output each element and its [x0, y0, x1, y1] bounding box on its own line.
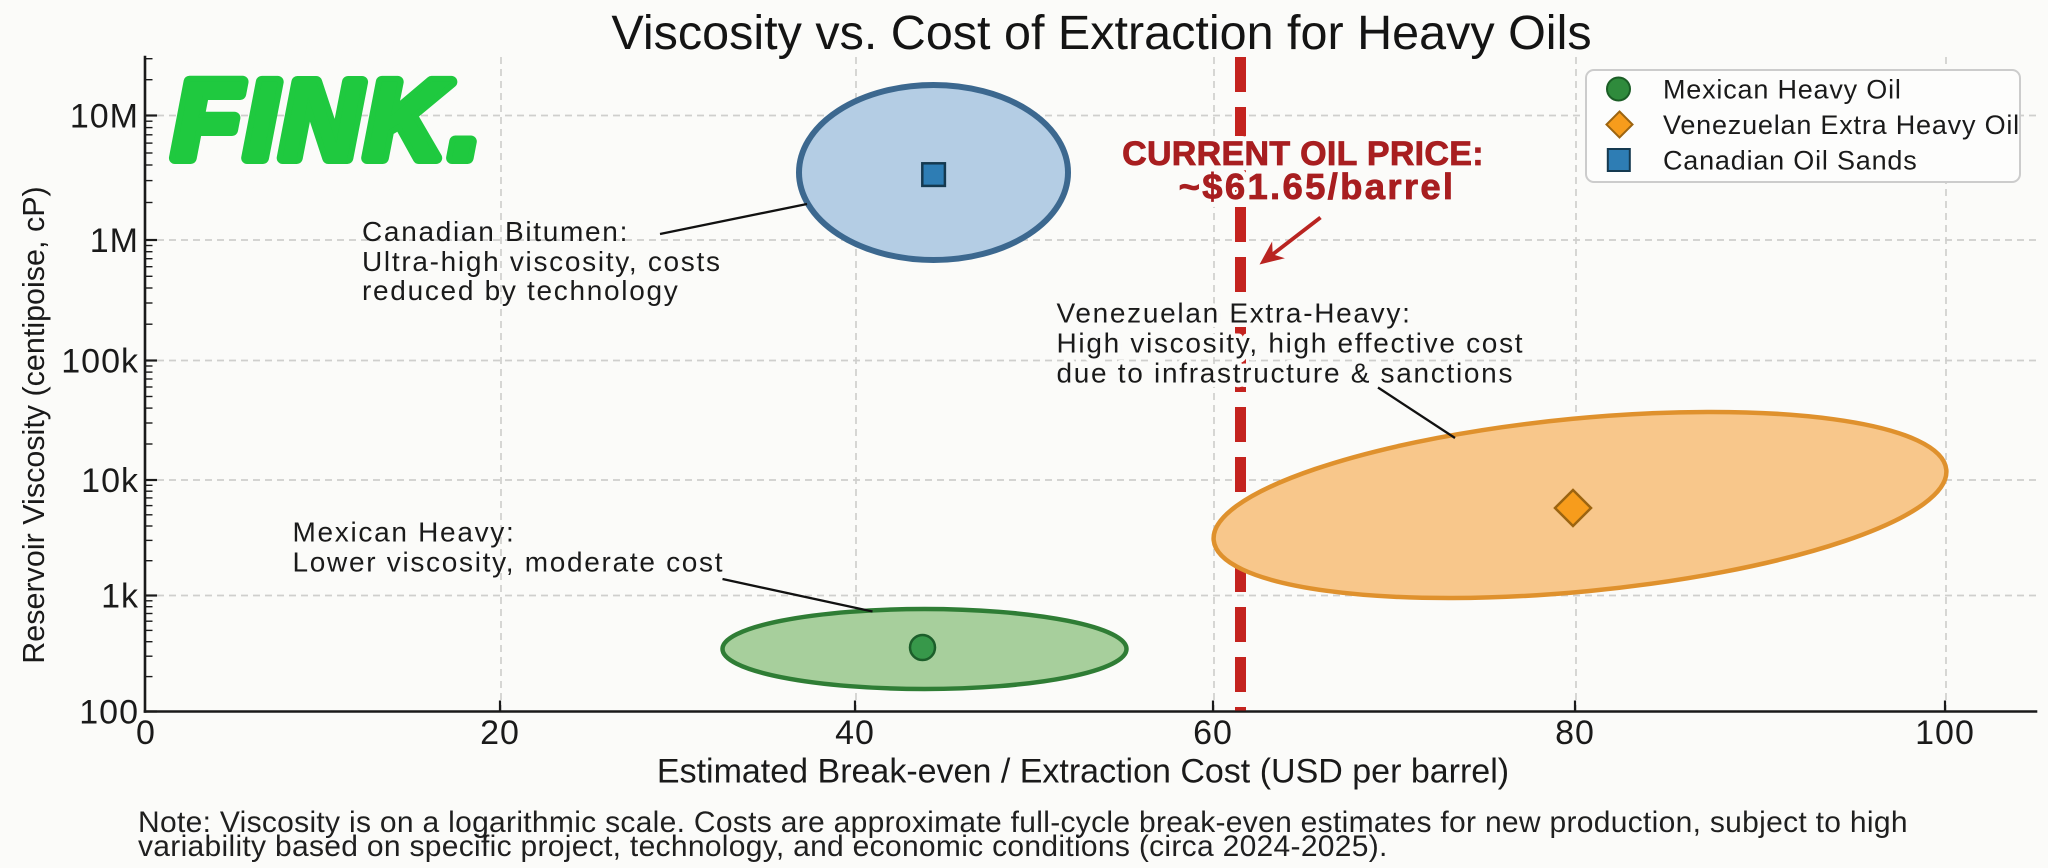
- svg-text:Ultra-high viscosity, costs: Ultra-high viscosity, costs: [362, 246, 722, 277]
- svg-text:10k: 10k: [81, 462, 139, 500]
- svg-text:CURRENT OIL PRICE:: CURRENT OIL PRICE:: [1122, 135, 1484, 173]
- svg-text:reduced by technology: reduced by technology: [362, 275, 679, 306]
- svg-text:100: 100: [1915, 714, 1975, 752]
- svg-text:1M: 1M: [90, 222, 139, 260]
- svg-text:Mexican Heavy Oil: Mexican Heavy Oil: [1663, 75, 1902, 105]
- svg-text:Viscosity vs. Cost of Extracti: Viscosity vs. Cost of Extraction for Hea…: [611, 6, 1591, 60]
- svg-text:100: 100: [79, 694, 139, 732]
- svg-text:Venezuelan Extra-Heavy:: Venezuelan Extra-Heavy:: [1057, 298, 1412, 329]
- svg-text:Note: Viscosity is on a logari: Note: Viscosity is on a logarithmic scal…: [138, 806, 1908, 839]
- svg-text:20: 20: [480, 714, 520, 752]
- svg-text:due to infrastructure & sancti: due to infrastructure & sanctions: [1057, 358, 1515, 389]
- svg-text:60: 60: [1193, 714, 1233, 752]
- svg-text:100k: 100k: [61, 343, 139, 381]
- svg-text:80: 80: [1555, 714, 1595, 752]
- svg-text:Reservoir Viscosity (centipois: Reservoir Viscosity (centipoise, cP): [17, 186, 51, 663]
- svg-text:High viscosity, high effective: High viscosity, high effective cost: [1057, 328, 1525, 359]
- svg-text:1k: 1k: [101, 578, 139, 616]
- svg-text:0: 0: [136, 714, 156, 752]
- svg-text:Canadian Bitumen:: Canadian Bitumen:: [362, 216, 629, 247]
- svg-text:~$61.65/barrel: ~$61.65/barrel: [1179, 166, 1456, 207]
- svg-text:CURRENT OIL PRICE:: CURRENT OIL PRICE:: [1122, 135, 1484, 173]
- svg-text:Lower viscosity, moderate cost: Lower viscosity, moderate cost: [293, 547, 725, 578]
- svg-text:FINK.: FINK.: [173, 59, 485, 182]
- svg-text:~$61.65/barrel: ~$61.65/barrel: [1179, 166, 1456, 207]
- svg-text:variability based on specific: variability based on specific project, t…: [138, 830, 1388, 863]
- svg-text:10M: 10M: [70, 98, 139, 136]
- svg-text:Mexican Heavy:: Mexican Heavy:: [293, 517, 516, 548]
- svg-text:Estimated Break-even / Extract: Estimated Break-even / Extraction Cost (…: [657, 753, 1509, 791]
- svg-text:Venezuelan Extra Heavy Oil: Venezuelan Extra Heavy Oil: [1663, 110, 2020, 140]
- svg-text:Canadian Oil Sands: Canadian Oil Sands: [1663, 146, 1918, 176]
- svg-text:40: 40: [835, 714, 875, 752]
